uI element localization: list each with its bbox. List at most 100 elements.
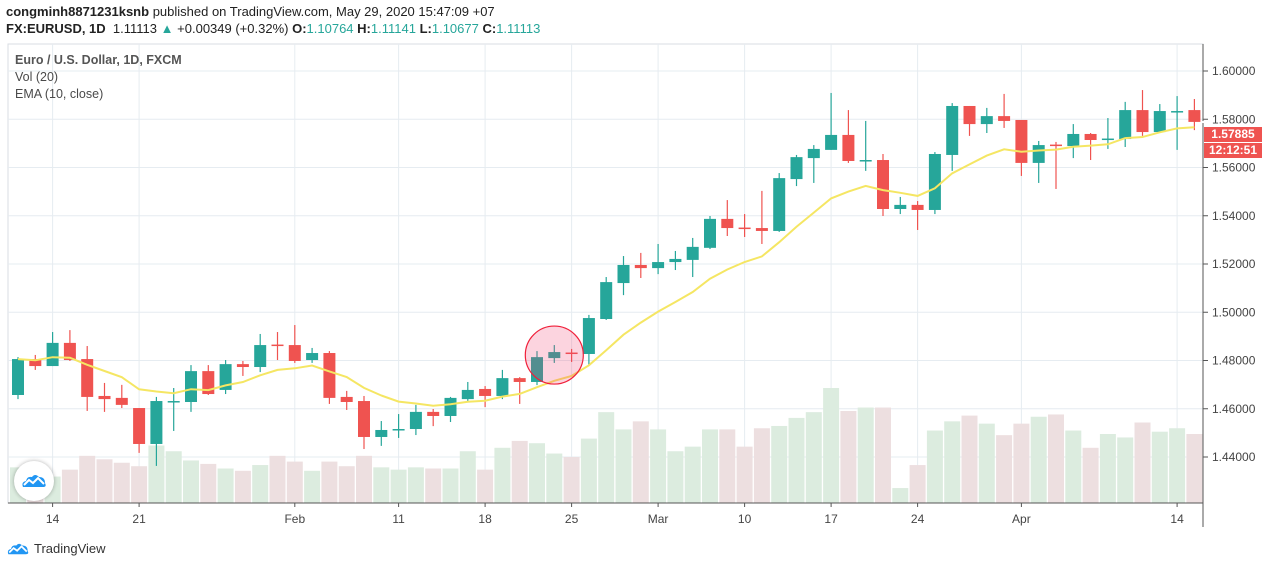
volume-bar bbox=[580, 438, 597, 503]
candle-up bbox=[1119, 110, 1132, 140]
volume-bar bbox=[1082, 447, 1099, 503]
x-tick-label: Feb bbox=[284, 512, 305, 526]
last-price: 1.11113 bbox=[112, 21, 158, 36]
candle-down bbox=[877, 160, 889, 209]
annotation-circle bbox=[524, 325, 584, 385]
volume-bar bbox=[788, 417, 805, 503]
candle-up bbox=[461, 389, 474, 400]
y-tick-label: 1.56000 bbox=[1212, 161, 1256, 175]
y-tick-label: 1.48000 bbox=[1212, 354, 1256, 368]
candle-down bbox=[911, 204, 924, 210]
x-tick-label: 21 bbox=[132, 512, 146, 526]
candle-up bbox=[496, 378, 509, 396]
candle-up bbox=[790, 157, 803, 180]
volume-bar bbox=[79, 455, 96, 503]
candle-down bbox=[738, 227, 751, 230]
volume-bar bbox=[1099, 434, 1116, 503]
candle-up bbox=[306, 353, 319, 361]
volume-bar bbox=[511, 440, 528, 503]
volume-bar bbox=[217, 468, 234, 503]
x-tick-label: 25 bbox=[565, 512, 579, 526]
volume-bar bbox=[1151, 431, 1168, 503]
volume-bar bbox=[148, 445, 165, 503]
volume-bar bbox=[978, 423, 995, 503]
volume-bar bbox=[356, 455, 372, 503]
last-price-label: 1.57885 bbox=[1204, 127, 1262, 142]
symbol-label: FX:EURUSD, 1D bbox=[6, 21, 106, 36]
y-tick-label: 1.46000 bbox=[1212, 402, 1256, 416]
price-change: +0.00349 (+0.32%) bbox=[177, 21, 289, 36]
candle-up bbox=[219, 364, 232, 390]
volume-bar bbox=[1117, 437, 1134, 503]
low-label: L: bbox=[419, 21, 432, 36]
volume-bar bbox=[823, 388, 840, 503]
tradingview-logo-button[interactable] bbox=[14, 461, 54, 501]
candle-up bbox=[773, 178, 786, 231]
brand-footer[interactable]: TradingView bbox=[6, 541, 106, 556]
volume-bar bbox=[1186, 434, 1203, 503]
candle-down bbox=[479, 388, 492, 396]
volume-bar bbox=[1065, 430, 1082, 503]
candle-down bbox=[1136, 110, 1149, 133]
volume-bar bbox=[961, 415, 978, 503]
volume-bar bbox=[546, 453, 563, 503]
volume-bar bbox=[459, 451, 476, 503]
candle-down bbox=[340, 396, 353, 402]
published-text: published on TradingView.com, May 29, 20… bbox=[152, 4, 495, 19]
volume-bar bbox=[477, 469, 494, 503]
candle-up bbox=[894, 204, 907, 209]
symbol-info: FX:EURUSD, 1D 1.11113 ▲ +0.00349 (+0.32%… bbox=[6, 21, 540, 36]
candle-up bbox=[1171, 111, 1184, 113]
x-tick-label: 24 bbox=[911, 512, 925, 526]
candle-up bbox=[185, 371, 197, 402]
candle-up bbox=[582, 318, 595, 354]
candle-down bbox=[288, 345, 301, 361]
candle-down bbox=[427, 411, 440, 416]
close-label: C: bbox=[482, 21, 497, 36]
candle-down bbox=[133, 408, 146, 444]
candle-down bbox=[81, 359, 94, 397]
candle-down bbox=[755, 228, 768, 231]
candle-up bbox=[652, 262, 665, 269]
candle-up bbox=[600, 282, 613, 320]
candle-down bbox=[842, 134, 855, 161]
candle-up bbox=[167, 401, 180, 403]
author-name[interactable]: congminh8871231ksnb bbox=[6, 4, 150, 19]
volume-bar bbox=[338, 466, 355, 503]
candle-down bbox=[963, 105, 976, 125]
volume-bar bbox=[650, 429, 667, 503]
candle-up bbox=[704, 218, 716, 248]
volume-bar bbox=[113, 462, 130, 503]
volume-bar bbox=[840, 411, 857, 503]
volume-bar bbox=[1134, 422, 1151, 503]
volume-bar bbox=[529, 443, 545, 503]
volume-bar bbox=[1048, 414, 1064, 503]
x-tick-label: 14 bbox=[1170, 512, 1184, 526]
volume-bar bbox=[442, 468, 459, 503]
volume-bar bbox=[321, 461, 338, 503]
legend-ema[interactable]: EMA (10, close) bbox=[15, 87, 104, 101]
volume-bar bbox=[131, 466, 148, 503]
legend-title: Euro / U.S. Dollar, 1D, FXCM bbox=[15, 53, 182, 67]
candle-up bbox=[150, 401, 163, 444]
high-value: 1.11141 bbox=[370, 21, 416, 36]
volume-bar bbox=[200, 463, 217, 503]
candle-up bbox=[807, 148, 820, 159]
volume-bar bbox=[926, 430, 943, 503]
y-tick-label: 1.54000 bbox=[1212, 209, 1256, 223]
x-tick-label: 18 bbox=[478, 512, 492, 526]
candle-down bbox=[721, 218, 734, 229]
legend-volume[interactable]: Vol (20) bbox=[15, 70, 59, 84]
volume-bar bbox=[407, 467, 424, 503]
y-tick-label: 1.52000 bbox=[1212, 257, 1256, 271]
candle-up bbox=[1101, 138, 1114, 141]
volume-bar bbox=[598, 412, 615, 503]
candle-up bbox=[1032, 145, 1045, 163]
volume-bar bbox=[425, 468, 442, 503]
volume-bar bbox=[667, 451, 684, 503]
volume-bar bbox=[805, 412, 822, 503]
y-tick-label: 1.60000 bbox=[1212, 64, 1256, 78]
candle-up bbox=[946, 105, 959, 155]
candle-up bbox=[1067, 133, 1080, 147]
